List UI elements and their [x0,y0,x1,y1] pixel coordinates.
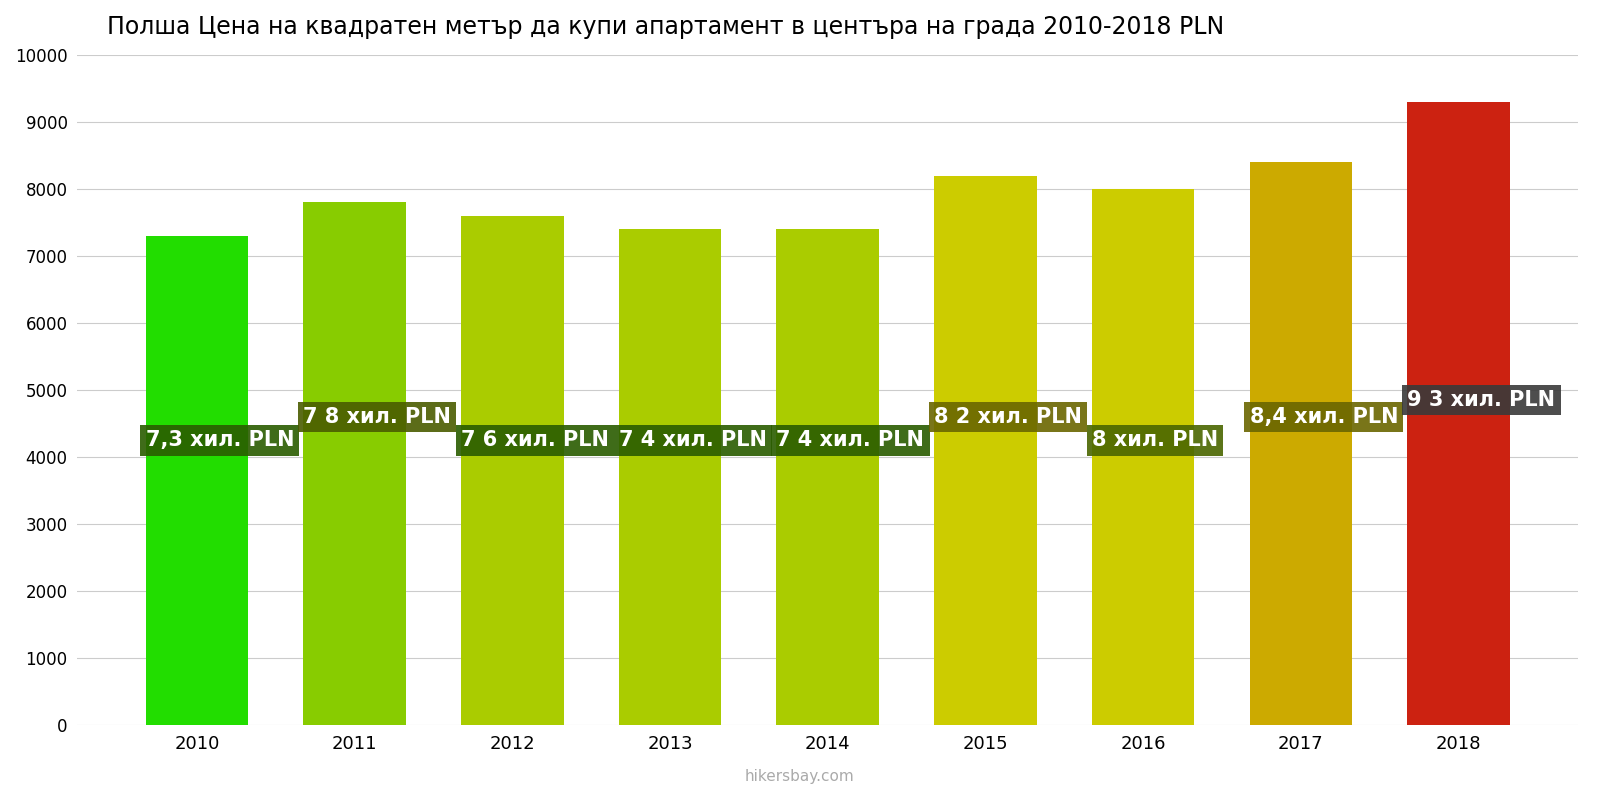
Bar [461,216,563,726]
Bar [304,202,406,726]
Text: Полша Цена на квадратен метър да купи апартамент в центъра на града 2010-2018 PL: Полша Цена на квадратен метър да купи ап… [107,15,1224,39]
Bar [1250,162,1352,726]
Text: 8,4 хил. PLN: 8,4 хил. PLN [1250,407,1398,427]
Text: hikersbay.com: hikersbay.com [746,769,854,784]
Text: 7 4 хил. PLN: 7 4 хил. PLN [776,430,925,450]
Text: 7 6 хил. PLN: 7 6 хил. PLN [461,430,610,450]
Text: 8 хил. PLN: 8 хил. PLN [1091,430,1218,450]
Bar [146,236,248,726]
Bar [619,229,722,726]
Text: 9 3 хил. PLN: 9 3 хил. PLN [1408,390,1555,410]
Bar [1091,189,1195,726]
Text: 7 8 хил. PLN: 7 8 хил. PLN [304,407,451,427]
Text: 7 4 хил. PLN: 7 4 хил. PLN [619,430,766,450]
Bar [1408,102,1510,726]
Text: 7,3 хил. PLN: 7,3 хил. PLN [146,430,294,450]
Text: 8 2 хил. PLN: 8 2 хил. PLN [934,407,1082,427]
Bar [934,175,1037,726]
Bar [776,229,878,726]
